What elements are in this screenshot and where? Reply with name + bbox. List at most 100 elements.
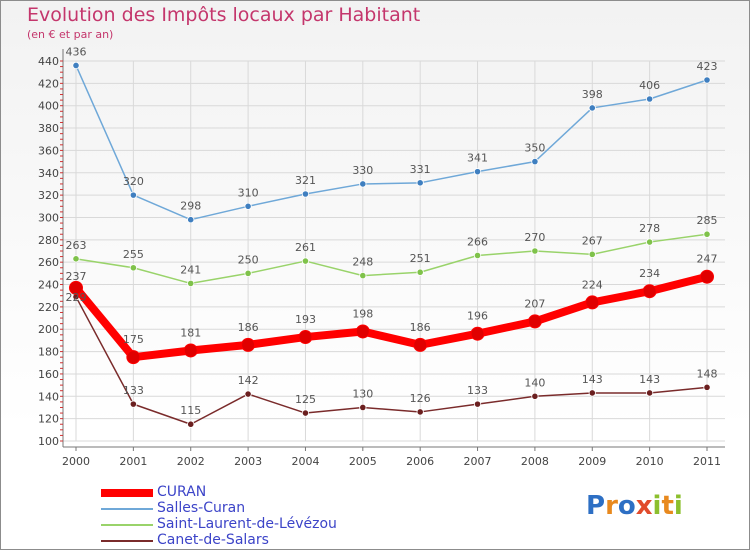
page-title: Evolution des Impôts locaux par Habitant (27, 4, 421, 26)
data-label: 267 (582, 234, 603, 247)
data-point (646, 238, 654, 246)
series-line-salles-curan (75, 64, 708, 221)
data-point (588, 104, 596, 112)
data-point (703, 76, 711, 84)
chart-legend: CURAN Salles-Curan Saint-Laurent-de-Lévézo… (101, 484, 421, 548)
legend-item: Salles-Curan (101, 500, 421, 516)
data-point (416, 179, 424, 187)
data-point (588, 250, 596, 258)
data-point (703, 230, 711, 238)
data-point (531, 157, 539, 166)
y-tick-label: 380 (38, 122, 59, 135)
data-point (359, 403, 367, 412)
legend-item: Saint-Laurent-de-Lévézou (101, 516, 421, 532)
line-chart: 100 120 140 160 180 200 220 240 260 280 300 320 340 3… (38, 45, 725, 468)
data-label: 115 (180, 404, 201, 417)
data-label: 266 (467, 235, 488, 248)
data-label: 341 (467, 152, 488, 165)
data-point (244, 390, 252, 398)
series-line-curan (72, 272, 711, 362)
x-tick-label: 2003 (234, 455, 262, 468)
legend-item: CURAN (101, 484, 421, 500)
series-line-canet-de-salars (75, 296, 708, 425)
data-label: 398 (582, 88, 603, 101)
legend-swatch (101, 489, 153, 497)
y-tick-label: 100 (38, 435, 59, 448)
y-tick-label: 140 (38, 390, 59, 403)
y-tick-label: 360 (38, 144, 59, 157)
legend-item: Canet-de-Salars (101, 532, 421, 548)
data-point (359, 271, 367, 280)
data-label: 133 (467, 384, 488, 397)
data-point (72, 255, 80, 263)
data-point (126, 350, 141, 365)
data-point (473, 251, 482, 260)
x-tick-label: 2008 (521, 455, 549, 468)
data-label: 248 (352, 256, 373, 269)
legend-swatch (101, 524, 153, 526)
data-label: 130 (352, 387, 373, 400)
data-point (244, 202, 252, 210)
chart-subtitle: (en € et par an) (27, 28, 114, 41)
data-label: 298 (180, 200, 201, 213)
legend-swatch (101, 540, 153, 542)
data-point (187, 216, 195, 224)
data-label: 350 (524, 142, 545, 155)
data-point (531, 247, 539, 255)
data-label: 148 (697, 367, 718, 380)
data-label: 140 (524, 376, 545, 389)
data-point (129, 191, 137, 199)
data-point (642, 284, 657, 299)
data-point (187, 279, 195, 288)
data-point (72, 61, 80, 70)
data-label: 241 (180, 263, 201, 276)
data-label: 278 (639, 222, 660, 235)
data-point (588, 389, 596, 397)
y-tick-label: 200 (38, 323, 59, 336)
data-point (413, 337, 428, 352)
x-tick-label: 2010 (636, 455, 664, 468)
data-point (585, 295, 600, 310)
data-point (700, 269, 714, 284)
series-line-saint-laurent-de-l-v-zou (75, 233, 708, 285)
data-label: 320 (123, 175, 144, 188)
data-label: 310 (238, 186, 259, 199)
data-point (298, 330, 313, 345)
data-label: 186 (410, 321, 431, 334)
data-point (646, 389, 654, 397)
data-label: 143 (582, 373, 603, 386)
data-label: 255 (123, 248, 144, 261)
y-tick-label: 300 (38, 211, 59, 224)
data-label: 126 (410, 392, 431, 405)
proxiti-logo: Proxiti (586, 491, 683, 521)
y-tick-label: 440 (38, 55, 59, 68)
data-point (470, 326, 485, 341)
x-tick-label: 2001 (119, 455, 147, 468)
data-label: 406 (639, 79, 660, 92)
data-point (241, 337, 256, 352)
x-tick-label: 2002 (177, 455, 205, 468)
data-point (355, 324, 370, 339)
data-label: 423 (697, 60, 718, 73)
data-label: 263 (66, 239, 87, 252)
y-tick-label: 400 (38, 100, 59, 113)
data-label: 224 (582, 278, 603, 291)
data-point (129, 400, 137, 408)
y-tick-label: 420 (38, 77, 59, 90)
data-label: 125 (295, 393, 316, 406)
data-point (531, 392, 539, 400)
y-tick-label: 240 (38, 279, 59, 292)
data-point (527, 314, 542, 329)
y-tick-label: 320 (38, 189, 59, 202)
data-point (183, 343, 198, 358)
y-tick-label: 260 (38, 256, 59, 269)
data-label: 331 (410, 163, 431, 176)
data-point (473, 400, 482, 408)
x-tick-label: 2005 (349, 455, 377, 468)
data-label: 251 (410, 252, 431, 265)
x-tick-label: 2000 (62, 455, 90, 468)
data-label: 330 (352, 164, 373, 177)
data-label: 186 (238, 321, 259, 334)
x-tick-label: 2011 (693, 455, 721, 468)
data-point (301, 190, 310, 198)
